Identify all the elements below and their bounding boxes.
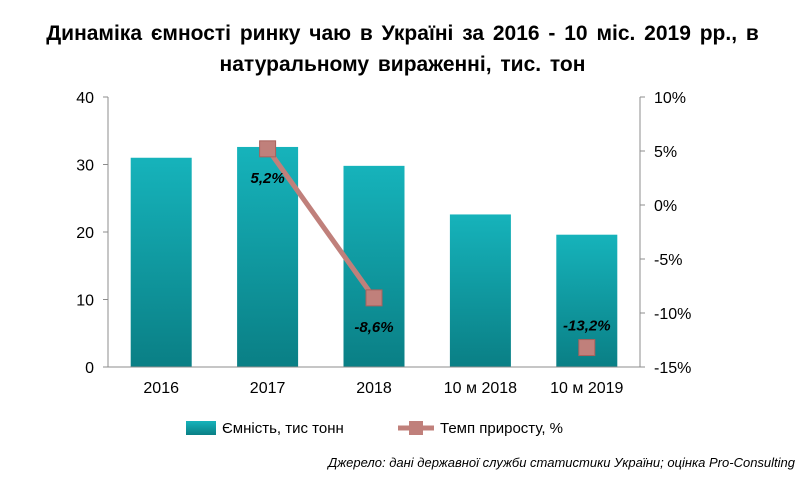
legend-label-bar: Ємність, тис тонн [222,420,344,437]
y-left-tick-label: 40 [76,90,94,107]
y-left-tick-label: 10 [76,293,94,310]
source-note: Джерело: дані державної служби статистик… [328,455,795,470]
y-right-tick-label: 0% [654,198,677,215]
line-data-label: 5,2% [250,170,284,187]
legend: Ємність, тис тонн Темп приросту, % [186,420,563,437]
y-right-tick-label: 10% [654,90,686,107]
bar-2016 [130,157,192,367]
x-tick-label: 2018 [356,380,392,397]
x-tick-label: 10 м 2019 [550,380,623,397]
bar-2017 [237,146,299,367]
chart-title: Динаміка ємності ринку чаю в Україні за … [0,18,805,80]
y-right-tick-label: -10% [654,306,691,323]
x-tick-label: 2017 [250,380,286,397]
x-tick-label: 2016 [143,380,179,397]
chart-title-line-1: Динаміка ємності ринку чаю в Україні за … [46,22,759,45]
line-data-label: -8,6% [354,319,393,336]
y-left-tick-label: 20 [76,225,94,242]
legend-swatch-marker [409,421,423,435]
x-tick-label: 10 м 2018 [444,380,517,397]
y-right-tick-label: -5% [654,252,682,269]
y-left-tick-label: 0 [85,360,94,377]
chart-title-line-2: натуральному вираженні, тис. тон [219,53,586,76]
axes: 0 10 20 30 40 -15% -10% -5% 0% 5% 10% 2016 2017 2018 1… [76,90,691,397]
line-data-label: -13,2% [563,318,611,335]
line-marker-10-м-2019 [578,339,596,357]
bar-series [130,146,618,367]
line-marker-2017 [259,140,277,158]
y-right-tick-label: 5% [654,144,677,161]
line-series: 5,2% -8,6% -13,2% [250,140,611,357]
line-segment [265,146,377,301]
legend-label-line: Темп приросту, % [440,420,563,437]
y-left-tick-label: 30 [76,158,94,175]
line-marker-2018 [365,289,383,307]
bar-10-м-2018 [449,214,511,367]
legend-swatch-bar [186,421,216,435]
y-right-tick-label: -15% [654,360,691,377]
